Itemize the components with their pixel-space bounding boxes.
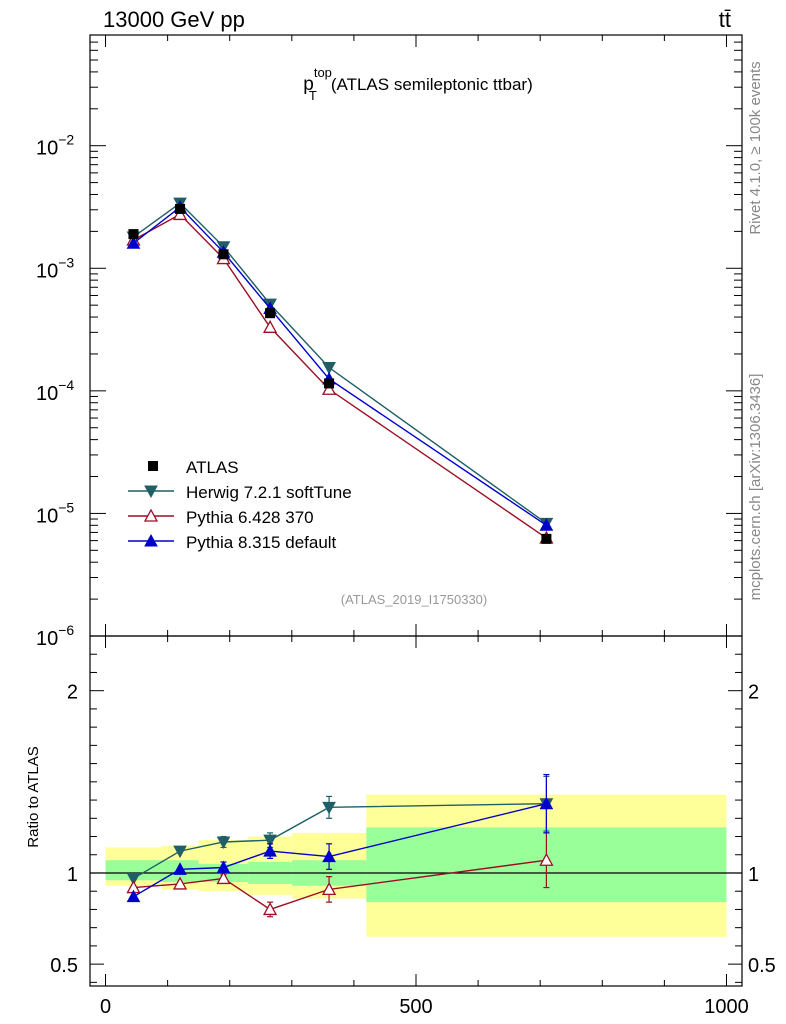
legend-marker bbox=[144, 485, 158, 499]
ratio-ylabel: Ratio to ATLAS bbox=[25, 746, 42, 847]
process-label: tt̄ bbox=[719, 7, 731, 32]
rivet-version-label: Rivet 4.1.0, ≥ 100k events bbox=[747, 61, 764, 234]
data-point bbox=[324, 378, 335, 389]
series-point-ratio bbox=[216, 836, 231, 850]
series-point-ratio bbox=[126, 872, 141, 886]
data-point bbox=[218, 249, 229, 260]
legend-label: Pythia 6.428 370 bbox=[186, 508, 314, 527]
ratio-y-tick-label-right: 1 bbox=[748, 864, 759, 886]
ratio-y-tick-label-right: 2 bbox=[748, 682, 759, 704]
data-point bbox=[175, 203, 186, 214]
series-point-main bbox=[321, 381, 337, 395]
data-point bbox=[265, 308, 276, 319]
x-tick-label: 500 bbox=[399, 996, 432, 1018]
x-tick-label: 0 bbox=[100, 996, 111, 1018]
series-point-ratio bbox=[216, 871, 231, 885]
series-point-ratio bbox=[263, 834, 277, 848]
series-point-main bbox=[262, 319, 278, 333]
series-point-ratio bbox=[173, 845, 187, 859]
legend: ATLAS Herwig 7.2.1 softTune Pythia 6.428 3… bbox=[128, 458, 352, 552]
series-line-ratio bbox=[133, 859, 547, 911]
series-point-ratio bbox=[539, 796, 554, 810]
series-point-ratio bbox=[126, 889, 141, 903]
y-tick-label: 10−6 bbox=[36, 622, 74, 650]
x-tick-label: 1000 bbox=[704, 996, 749, 1018]
y-tick-label: 10−2 bbox=[36, 132, 74, 160]
ratio-y-tick-label: 0.5 bbox=[50, 955, 78, 977]
series-point-main bbox=[322, 362, 336, 375]
legend-marker bbox=[143, 508, 159, 522]
legend-label: Pythia 8.315 default bbox=[186, 533, 337, 552]
series-point-ratio bbox=[172, 876, 188, 890]
legend-entry-0: Herwig 7.2.1 softTune bbox=[128, 483, 352, 502]
legend-entry-1: Pythia 6.428 370 bbox=[128, 508, 314, 527]
ratio-y-tick-label: 2 bbox=[67, 682, 78, 704]
series-layer bbox=[126, 197, 554, 918]
series-point-main bbox=[172, 207, 188, 221]
chart-title: ptop T(ATLAS semileptonic ttbar) bbox=[303, 65, 532, 103]
series-line-ratio bbox=[133, 803, 547, 880]
legend-marker bbox=[144, 533, 158, 547]
main-panel-axes: 10−6 10−5 10−4 10−3 10−2 bbox=[36, 34, 743, 650]
data-point bbox=[128, 229, 139, 240]
series-point-main bbox=[126, 236, 141, 249]
legend-label: ATLAS bbox=[186, 458, 239, 477]
series-point-ratio bbox=[216, 860, 231, 874]
analysis-watermark: (ATLAS_2019_I1750330) bbox=[341, 592, 487, 607]
ratio-uncertainty-bands bbox=[90, 794, 742, 937]
series-point-ratio bbox=[539, 852, 554, 866]
ratio-y-tick-label-right: 0.5 bbox=[748, 955, 776, 977]
energy-label: 13000 GeV pp bbox=[103, 7, 245, 32]
y-tick-label: 10−5 bbox=[36, 499, 74, 527]
series-line-main bbox=[133, 206, 547, 526]
series-point-ratio bbox=[322, 849, 336, 863]
y-tick-label: 10−4 bbox=[36, 377, 74, 405]
series-point-ratio bbox=[321, 882, 337, 896]
legend-marker bbox=[148, 461, 158, 471]
legend-label: Herwig 7.2.1 softTune bbox=[186, 483, 352, 502]
series-line-ratio bbox=[133, 803, 547, 898]
band-inner-0 bbox=[105, 860, 162, 881]
mcplots-label: mcplots.cern.ch [arXiv:1306.3436] bbox=[747, 374, 764, 601]
legend-entry-data: ATLAS bbox=[148, 458, 239, 477]
series-point-ratio bbox=[263, 844, 277, 857]
series-point-ratio bbox=[322, 801, 336, 815]
y-tick-label: 10−3 bbox=[36, 254, 74, 282]
series-point-ratio bbox=[173, 862, 187, 875]
legend-entry-2: Pythia 8.315 default bbox=[128, 533, 337, 552]
data-series bbox=[128, 203, 552, 544]
data-point bbox=[541, 533, 552, 544]
ratio-y-tick-label: 1 bbox=[67, 864, 78, 886]
series-line-main bbox=[133, 213, 547, 539]
series-line-main bbox=[133, 202, 547, 524]
series-point-ratio bbox=[262, 902, 278, 916]
series-point-main bbox=[539, 518, 554, 531]
